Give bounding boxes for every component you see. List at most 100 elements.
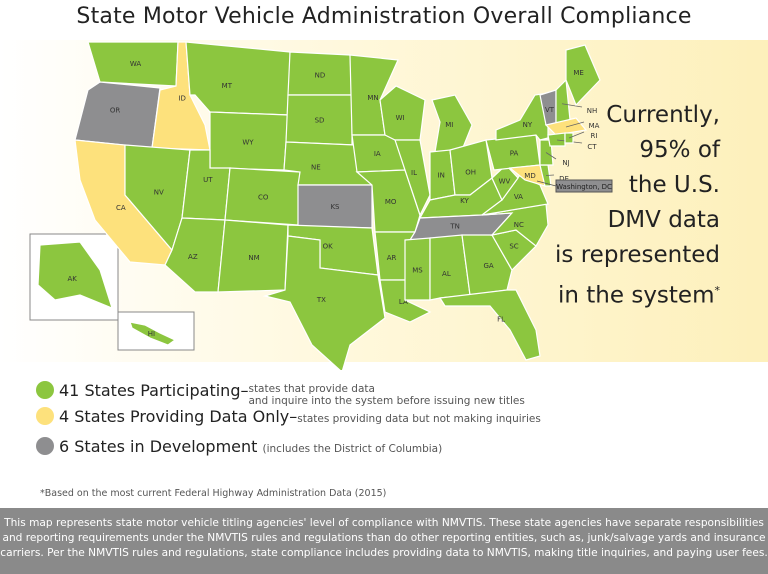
state-ma[interactable] (544, 117, 588, 136)
callout-line: Currently, (606, 102, 720, 128)
state-label: MD (524, 172, 535, 180)
state-label: CO (258, 193, 269, 201)
state-label: CA (116, 204, 126, 212)
state-label: MN (367, 94, 378, 102)
state-label: WI (396, 114, 405, 122)
state-label: LA (399, 298, 408, 306)
state-ga[interactable] (461, 234, 513, 296)
us-compliance-map: WA OR ID MT WY CA NV UT CO AZ NM ND SD NE KS OK TX MN IA MO… (29, 41, 613, 370)
state-label: WA (130, 60, 142, 68)
callout-line: is represented (555, 242, 720, 268)
state-mt[interactable] (185, 41, 291, 116)
legend: 41 States Participating – states that pro… (36, 378, 541, 460)
state-label: VA (514, 193, 523, 201)
state-label: SC (509, 242, 518, 250)
state-fl[interactable] (438, 289, 541, 361)
state-label: NJ (562, 159, 569, 167)
leader-line (561, 103, 583, 108)
state-nc[interactable] (481, 203, 549, 247)
legend-label: 4 States Providing Data Only (59, 407, 290, 426)
state-label: ID (178, 94, 185, 102)
legend-desc-line: and inquire into the system before issui… (248, 395, 525, 407)
legend-label: 41 States Participating (59, 381, 241, 400)
footnote-mark: * (714, 284, 721, 297)
state-label: OH (465, 169, 476, 177)
dc-label-box (555, 179, 613, 193)
state-label: AK (67, 275, 77, 283)
state-label: TN (449, 223, 460, 231)
state-label: WV (499, 177, 511, 185)
callout-line: in the system (558, 282, 715, 309)
legend-desc: states that provide data and inquire into… (248, 383, 524, 407)
state-label: MO (385, 198, 397, 206)
legend-desc: states providing data but not making inq… (297, 413, 541, 425)
state-label: GA (483, 262, 493, 270)
callout-line: DMV data (607, 207, 720, 233)
state-label: MA (589, 122, 600, 130)
state-label: KS (330, 203, 340, 211)
state-me[interactable] (565, 44, 601, 107)
state-or[interactable] (74, 81, 161, 149)
state-label: SD (315, 116, 325, 124)
legend-item-participating: 41 States Participating – states that pro… (36, 378, 541, 407)
state-label: IN (438, 171, 445, 179)
state-label: MS (412, 267, 423, 275)
state-label: TX (316, 296, 326, 304)
legend-desc-line: states that provide data (248, 383, 375, 395)
state-label: UT (203, 176, 213, 184)
state-il[interactable] (394, 139, 431, 217)
state-ak[interactable] (37, 241, 113, 310)
state-ny[interactable] (495, 92, 549, 141)
state-label: CT (587, 143, 597, 151)
callout-line: the U.S. (628, 172, 720, 198)
leader-line (545, 174, 555, 176)
legend-dash: – (289, 407, 298, 426)
yellow-dot-icon (36, 407, 54, 425)
state-label: NM (248, 254, 259, 262)
page-title: State Motor Vehicle Administration Overa… (76, 4, 692, 29)
state-label: NE (311, 164, 321, 172)
state-label: FL (497, 315, 505, 323)
state-label: RI (591, 132, 598, 140)
dc-label: Washington, DC (556, 183, 612, 191)
state-label: ME (573, 69, 583, 77)
leader-line (568, 131, 585, 139)
state-label: NH (587, 107, 598, 115)
state-label: PA (510, 150, 519, 158)
gray-dot-icon (36, 437, 54, 455)
coverage-callout: Currently, 95% of the U.S. DMV data is r… (555, 98, 720, 314)
state-ct[interactable] (547, 132, 566, 147)
state-label: IA (374, 150, 381, 158)
state-label: NY (523, 121, 533, 129)
state-tx[interactable] (262, 235, 386, 370)
leader-line (536, 180, 557, 187)
state-label: ND (315, 71, 326, 79)
state-label: AZ (188, 253, 198, 261)
footnote: *Based on the most current Federal Highw… (40, 488, 387, 499)
legend-item-development: 6 States in Development (includes the Di… (36, 434, 541, 460)
state-label: MI (445, 121, 453, 129)
state-label: VT (545, 106, 555, 114)
legend-desc: (includes the District of Columbia) (262, 443, 443, 455)
state-label: HI (148, 330, 155, 338)
state-label: AL (442, 270, 451, 278)
legend-label: 6 States in Development (59, 437, 258, 456)
state-label: WY (242, 138, 254, 146)
legend-dash: – (240, 381, 249, 400)
state-label: KY (460, 197, 469, 205)
footer-description: This map represents state motor vehicle … (0, 508, 768, 574)
callout-line: 95% of (639, 137, 720, 163)
state-label: OR (110, 107, 121, 115)
leader-line (545, 152, 557, 160)
state-label: DE (559, 175, 569, 183)
legend-item-data-only: 4 States Providing Data Only – states pro… (36, 404, 541, 430)
state-label: AR (387, 254, 397, 262)
state-label: NV (154, 189, 164, 197)
state-label: MT (222, 82, 233, 90)
state-label: NC (514, 221, 524, 229)
green-dot-icon (36, 381, 54, 399)
state-label: IL (411, 169, 417, 177)
leader-line (565, 121, 585, 128)
state-hi[interactable] (129, 321, 177, 346)
state-label: OK (323, 242, 334, 250)
